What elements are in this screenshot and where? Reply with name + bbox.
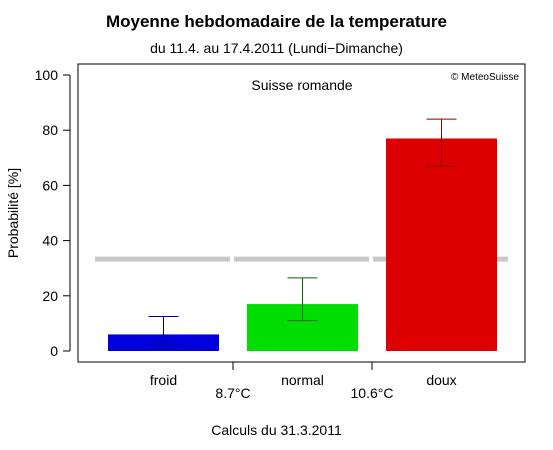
x-category-label: normal bbox=[281, 372, 324, 388]
chart-subtitle: du 11.4. au 17.4.2011 (Lundi−Dimanche) bbox=[150, 40, 403, 56]
error-bars bbox=[148, 118, 457, 346]
threshold-label: 8.7°C bbox=[215, 385, 250, 401]
y-axis-label: Probabilité [%] bbox=[5, 168, 21, 258]
chart-title: Moyenne hebdomadaire de la temperature bbox=[105, 12, 448, 31]
x-category-label: froid bbox=[150, 372, 177, 388]
y-tick-label: 0 bbox=[50, 343, 58, 359]
bar-doux bbox=[386, 138, 497, 351]
x-axis-label: Calculs du 31.3.2011 bbox=[211, 422, 342, 438]
x-axis: froid normal doux 8.7°C 10.6°C bbox=[150, 362, 457, 401]
y-tick-label: 40 bbox=[42, 233, 58, 249]
credit-label: © MeteoSuisse bbox=[451, 72, 519, 83]
region-label: Suisse romande bbox=[251, 77, 352, 93]
threshold-label: 10.6°C bbox=[351, 385, 394, 401]
y-axis: 0 20 40 60 80 100 bbox=[35, 67, 71, 359]
y-tick-label: 100 bbox=[35, 67, 59, 83]
x-category-label: doux bbox=[426, 372, 456, 388]
y-tick-label: 80 bbox=[42, 122, 58, 138]
y-tick-label: 20 bbox=[42, 288, 58, 304]
plot-frame bbox=[77, 63, 526, 363]
y-tick-label: 60 bbox=[42, 177, 58, 193]
